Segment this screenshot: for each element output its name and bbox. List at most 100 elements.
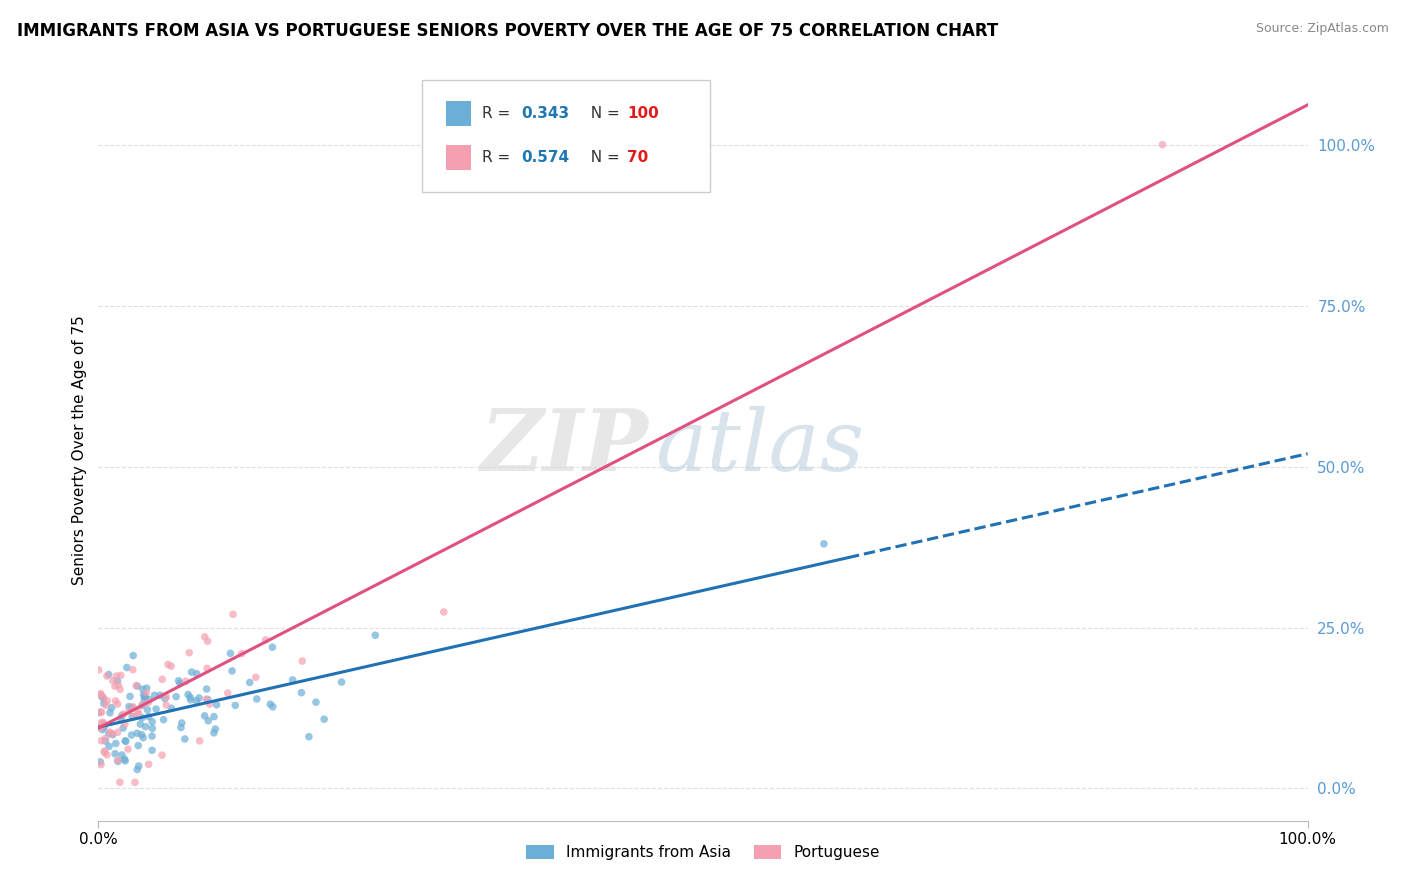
Point	[134, 720, 156, 734]
Point	[90, 687, 112, 701]
Point	[186, 666, 208, 681]
Point	[188, 734, 211, 748]
Point	[167, 673, 190, 688]
Point	[179, 646, 201, 660]
Point	[91, 715, 114, 730]
Point	[141, 722, 163, 736]
Point	[90, 706, 112, 720]
Point	[131, 698, 153, 712]
Point	[111, 708, 134, 723]
Point	[93, 720, 115, 734]
Point	[107, 678, 129, 692]
Point	[107, 753, 129, 767]
Point	[118, 690, 141, 704]
Point	[202, 709, 225, 723]
Point	[134, 690, 156, 704]
Point	[173, 732, 195, 747]
Point	[121, 728, 143, 742]
Point	[197, 634, 219, 648]
Text: R =: R =	[482, 106, 516, 120]
Point	[150, 672, 173, 686]
Point	[101, 728, 124, 742]
Point	[245, 670, 267, 684]
Point	[110, 668, 132, 682]
Point	[217, 686, 239, 700]
Point	[134, 693, 156, 707]
Point	[118, 704, 141, 718]
Point	[155, 698, 177, 712]
Point	[101, 727, 124, 741]
Point	[121, 709, 143, 723]
Point	[141, 714, 163, 729]
Point	[138, 695, 160, 709]
Point	[96, 747, 118, 762]
Point	[112, 707, 135, 722]
Point	[114, 734, 136, 748]
Point	[89, 755, 111, 769]
Point	[125, 679, 148, 693]
Text: atlas: atlas	[655, 406, 863, 488]
Point	[254, 632, 277, 647]
Point	[135, 681, 157, 695]
Point	[115, 660, 138, 674]
Point	[262, 699, 284, 714]
Point	[104, 747, 127, 761]
Point	[100, 700, 122, 714]
Point	[138, 709, 160, 723]
Point	[174, 674, 197, 689]
Point	[93, 697, 115, 711]
Point	[180, 665, 202, 679]
Point	[132, 688, 155, 702]
Point	[110, 713, 132, 727]
Point	[96, 669, 118, 683]
Point	[198, 697, 221, 711]
Point	[364, 628, 387, 642]
Point	[259, 697, 281, 711]
Point	[97, 726, 120, 740]
Point	[101, 673, 124, 688]
Point	[91, 690, 114, 705]
Point	[262, 640, 284, 655]
Point	[90, 715, 112, 730]
Point	[118, 699, 141, 714]
Point	[96, 698, 118, 713]
Point	[150, 748, 173, 763]
Point	[93, 717, 115, 731]
Point	[131, 711, 153, 725]
Point	[222, 607, 245, 622]
Point	[108, 682, 131, 697]
Point	[131, 728, 153, 742]
Point	[224, 698, 246, 713]
Point	[141, 743, 163, 757]
Text: IMMIGRANTS FROM ASIA VS PORTUGUESE SENIORS POVERTY OVER THE AGE OF 75 CORRELATIO: IMMIGRANTS FROM ASIA VS PORTUGUESE SENIO…	[17, 22, 998, 40]
Point	[170, 716, 193, 731]
Point	[90, 687, 112, 701]
Point	[90, 757, 112, 772]
Point	[90, 705, 112, 719]
Point	[90, 690, 112, 704]
Text: R =: R =	[482, 151, 516, 165]
Point	[90, 733, 112, 747]
Point	[194, 709, 217, 723]
Point	[157, 657, 180, 672]
Point	[152, 713, 174, 727]
Point	[197, 692, 219, 706]
Point	[114, 734, 136, 748]
Point	[94, 734, 117, 748]
Point	[202, 726, 225, 740]
Point	[132, 682, 155, 697]
Point	[128, 759, 150, 773]
Text: N =: N =	[581, 151, 624, 165]
Point	[127, 739, 149, 753]
Point	[246, 692, 269, 706]
Point	[281, 673, 304, 687]
Point	[195, 661, 218, 675]
Point	[104, 737, 127, 751]
Point	[112, 752, 135, 766]
Point	[219, 646, 242, 660]
Point	[124, 775, 146, 789]
Point	[433, 605, 456, 619]
Point	[239, 675, 262, 690]
Point	[138, 692, 160, 706]
Point	[98, 725, 121, 739]
